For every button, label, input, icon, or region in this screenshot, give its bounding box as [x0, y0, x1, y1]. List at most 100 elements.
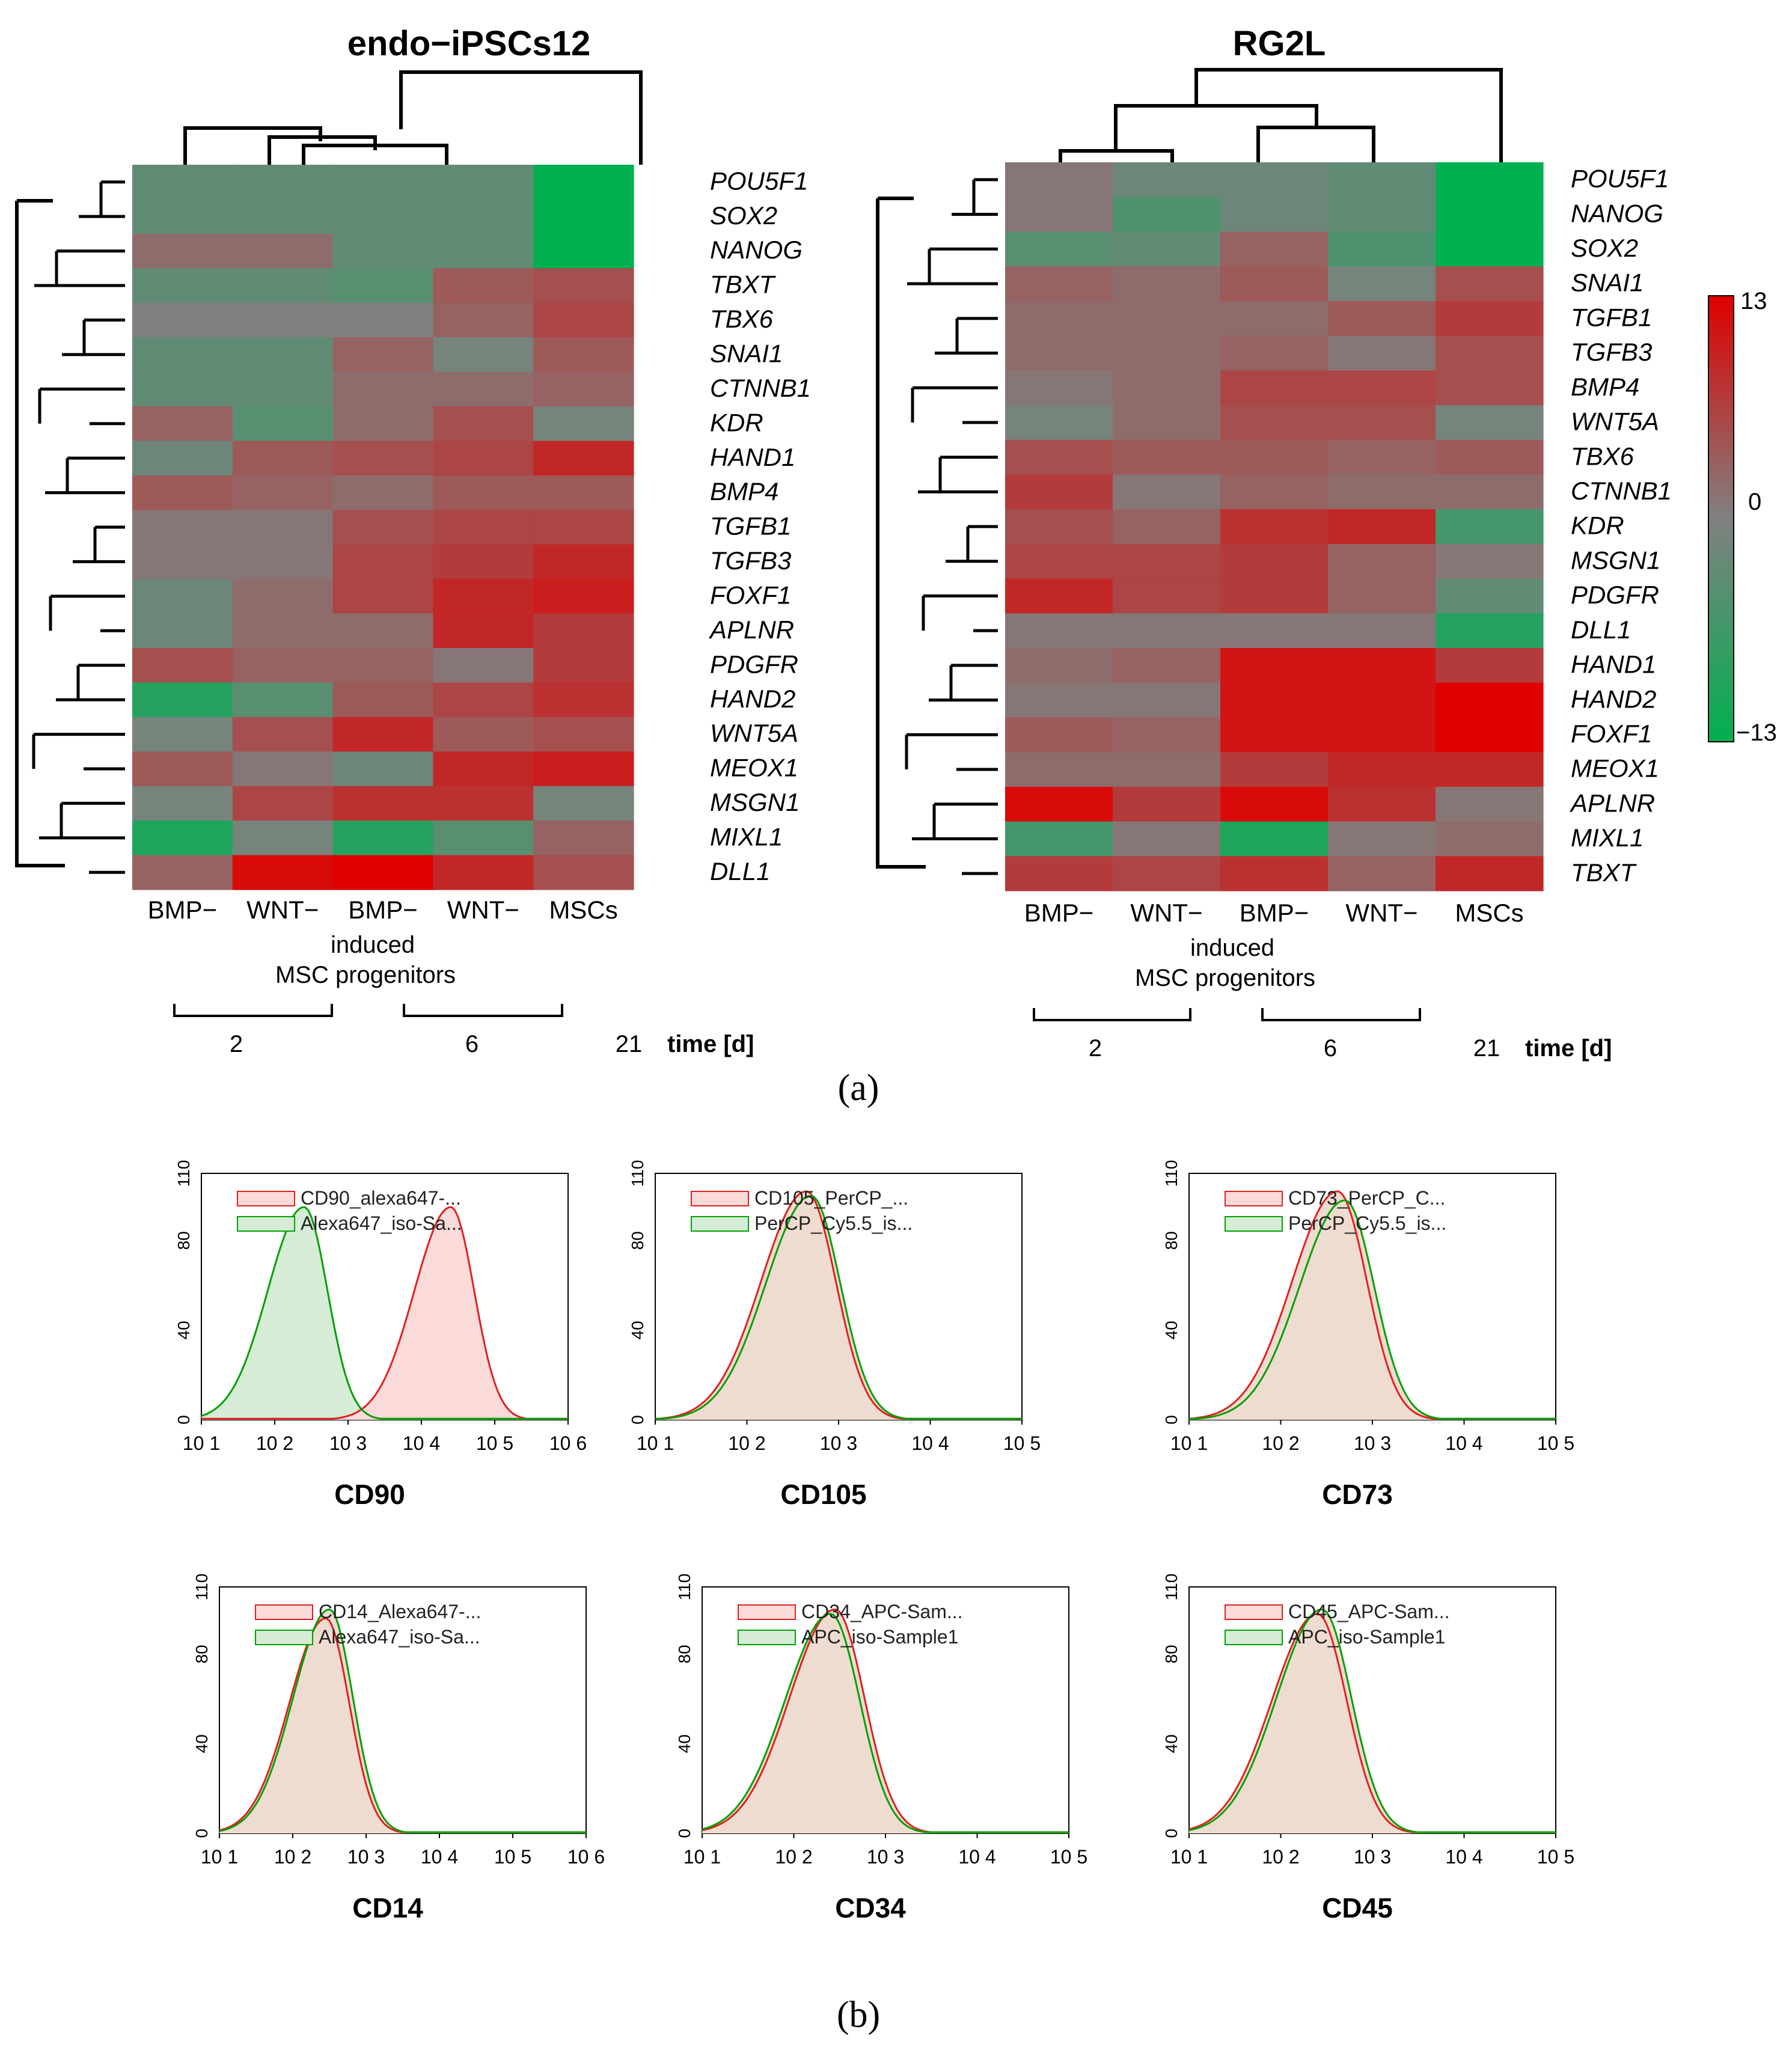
- heatmap-cell: [1436, 301, 1544, 337]
- heatmap-cell: [1005, 786, 1113, 822]
- y-tick-label: 80: [1162, 1645, 1181, 1663]
- heatmap-cell: [1220, 231, 1329, 267]
- x-tick-label: 10 2: [1262, 1432, 1299, 1454]
- legend-swatch: [691, 1216, 749, 1232]
- marker-label-cd45: CD45: [1322, 1892, 1393, 1924]
- gene-label-nanog: NANOG: [710, 236, 803, 264]
- gene-labels: POU5F1 SOX2 NANOG TBXT TBX6 SNAI1 CTNNB1 KDR HAN…: [708, 167, 811, 885]
- gene-label-pou5f1: POU5F1: [710, 167, 808, 195]
- heatmap-cell: [132, 579, 233, 614]
- y-tick-label: 40: [628, 1321, 647, 1339]
- heatmap-cell: [433, 371, 534, 407]
- heatmap-cell: [332, 199, 433, 234]
- heatmap-cell: [1220, 405, 1329, 441]
- heatmap-cell: [1436, 543, 1544, 579]
- legend-swatch: [255, 1630, 313, 1645]
- heatmap-cell: [132, 406, 233, 441]
- heatmap-cell: [1113, 439, 1221, 475]
- legend-swatch: [1225, 1604, 1283, 1620]
- heatmap-cell: [1220, 197, 1329, 232]
- x-tick-label: 10 5: [1537, 1432, 1574, 1454]
- legend-entry: CD34_APC-Sam...: [801, 1601, 963, 1622]
- heatmap-cell: [433, 786, 534, 821]
- y-tick-label: 0: [1162, 1415, 1181, 1425]
- group-label-msc-progenitors: MSC progenitors: [275, 962, 456, 988]
- colorbar-gradient: [1708, 295, 1734, 742]
- gene-label-ctnnb1: CTNNB1: [710, 374, 811, 402]
- heatmap-cell: [332, 821, 433, 856]
- heatmap-cell: [1005, 578, 1113, 614]
- heatmap-cell: [1005, 197, 1113, 232]
- time-value-2: 2: [1089, 1035, 1102, 1062]
- heatmap-cell: [533, 717, 634, 752]
- heatmap-cell: [1220, 752, 1329, 787]
- heatmap-cell: [132, 510, 233, 545]
- heatmap-cell: [232, 406, 334, 441]
- heatmap-cell: [433, 510, 534, 545]
- heatmap-cell: [1328, 717, 1436, 753]
- heatmap-cell: [332, 751, 433, 787]
- heatmap-cell: [232, 475, 334, 510]
- isotype-fill: [201, 1207, 568, 1420]
- histogram-cd105: CD105_PerCP_... PerCP_Cy5.5_is... 0 40 80 110…: [628, 1160, 1041, 1510]
- heatmap-cell: [1113, 613, 1221, 649]
- x-tick-label: 10 1: [201, 1846, 238, 1868]
- heatmap-cell: [1113, 335, 1221, 371]
- heatmap-cell: [1436, 266, 1544, 302]
- heatmap-cell: [533, 544, 634, 579]
- heatmap-cell: [1005, 266, 1113, 302]
- row-dendrogram: [876, 178, 998, 875]
- heatmap-cell: [433, 682, 534, 718]
- heatmap-cell: [132, 613, 233, 649]
- heatmap-cell: [1220, 717, 1329, 753]
- heatmap-cell: [132, 855, 233, 890]
- gene-label-meox1: MEOX1: [710, 754, 798, 782]
- heatmap-cell: [1436, 370, 1544, 406]
- heatmap-cell: [433, 337, 534, 373]
- heatmap-cell: [1113, 821, 1221, 857]
- x-tick-label: 10 3: [867, 1846, 904, 1868]
- x-tick-label: 10 4: [958, 1846, 995, 1868]
- heatmap-cell: [132, 302, 233, 338]
- histogram-cd73: CD73_PerCP_C... PerCP_Cy5.5_is... 0 40 80 110…: [1162, 1160, 1574, 1510]
- y-tick-label: 80: [628, 1231, 647, 1250]
- heatmap-cell: [533, 855, 634, 890]
- heatmap-cell: [1328, 821, 1436, 857]
- gene-label-hand1: HAND1: [1571, 650, 1656, 679]
- gene-label-tbxt: TBXT: [710, 270, 777, 299]
- heatmap-cell: [232, 233, 334, 269]
- heatmap-cell: [1436, 578, 1544, 614]
- x-tick-label: 10 3: [329, 1432, 367, 1454]
- x-tick-label: 10 3: [820, 1432, 857, 1454]
- legend-entry: CD14_Alexa647-...: [319, 1601, 481, 1622]
- legend-swatch: [255, 1604, 313, 1620]
- column-label-wnt: WNT−: [246, 896, 319, 924]
- x-tick-label: 10 1: [1170, 1432, 1208, 1454]
- gene-label-pdgfr: PDGFR: [1571, 581, 1659, 609]
- legend-entry: CD45_APC-Sam...: [1288, 1601, 1450, 1622]
- y-tick-label: 40: [1162, 1321, 1181, 1339]
- gene-label-msgn1: MSGN1: [1571, 546, 1660, 574]
- heatmap-cell: [1220, 648, 1329, 683]
- heatmap-cell: [1436, 613, 1544, 649]
- column-label-bmp: BMP−: [148, 896, 218, 924]
- heatmap-cell: [1005, 474, 1113, 510]
- legend-swatch: [691, 1191, 749, 1206]
- heatmap-cell: [433, 717, 534, 752]
- heatmap-cell: [1113, 509, 1221, 545]
- heatmap-cell: [132, 544, 233, 579]
- heatmap-cell: [533, 821, 634, 856]
- legend-entry: PerCP_Cy5.5_is...: [1288, 1212, 1446, 1234]
- heatmap-cell: [1220, 543, 1329, 579]
- time-value-6: 6: [465, 1031, 479, 1057]
- isotype-histogram-line: [702, 1613, 1069, 1833]
- time-axis-label: time [d]: [667, 1031, 754, 1057]
- heatmap-cell: [433, 613, 534, 649]
- x-tick-label: 10 4: [403, 1432, 440, 1454]
- heatmap-cell: [1328, 231, 1436, 267]
- heatmap-cell: [332, 579, 433, 614]
- heatmap-cell: [232, 717, 334, 752]
- heatmap-cell: [132, 441, 233, 476]
- y-tick-label: 0: [628, 1415, 647, 1425]
